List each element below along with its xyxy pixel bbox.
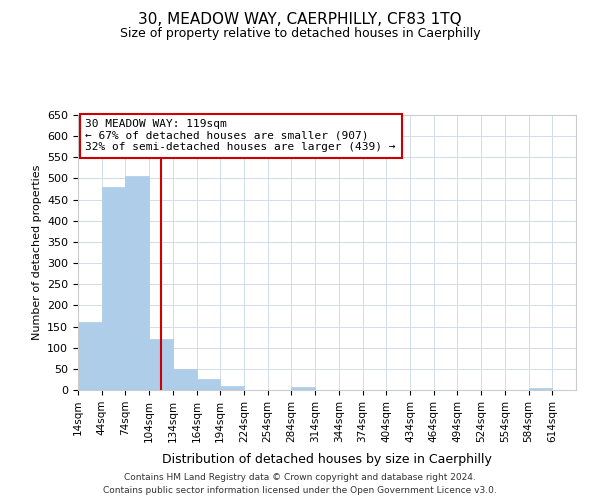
Text: Contains HM Land Registry data © Crown copyright and database right 2024.: Contains HM Land Registry data © Crown c… [124, 472, 476, 482]
Bar [149, 339, 173, 390]
Bar [125, 176, 149, 390]
Bar [292, 386, 315, 390]
Bar [529, 388, 552, 390]
Text: Contains public sector information licensed under the Open Government Licence v3: Contains public sector information licen… [103, 486, 497, 495]
Text: 30 MEADOW WAY: 119sqm
← 67% of detached houses are smaller (907)
32% of semi-det: 30 MEADOW WAY: 119sqm ← 67% of detached … [85, 119, 396, 152]
Bar [102, 187, 125, 390]
Bar [220, 386, 244, 390]
X-axis label: Distribution of detached houses by size in Caerphilly: Distribution of detached houses by size … [162, 453, 492, 466]
Bar [197, 380, 220, 390]
Bar [78, 322, 102, 390]
Text: Size of property relative to detached houses in Caerphilly: Size of property relative to detached ho… [119, 28, 481, 40]
Bar [173, 369, 197, 390]
Y-axis label: Number of detached properties: Number of detached properties [32, 165, 41, 340]
Text: 30, MEADOW WAY, CAERPHILLY, CF83 1TQ: 30, MEADOW WAY, CAERPHILLY, CF83 1TQ [138, 12, 462, 28]
